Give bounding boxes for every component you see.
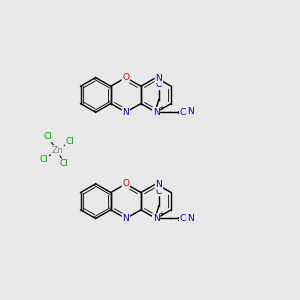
Text: N: N [153, 108, 159, 117]
Text: Cl: Cl [66, 137, 74, 146]
Text: N: N [187, 214, 194, 223]
Text: Cl: Cl [39, 154, 48, 164]
Text: Cl: Cl [60, 159, 69, 168]
Text: N: N [122, 214, 129, 223]
Text: C: C [156, 80, 162, 89]
Text: C: C [180, 108, 186, 117]
Text: N: N [155, 180, 162, 189]
Text: O: O [122, 73, 129, 82]
Text: N: N [122, 108, 129, 117]
Text: Zn: Zn [51, 146, 63, 155]
Text: +: + [158, 105, 164, 111]
Text: Cl: Cl [43, 132, 52, 141]
Text: N: N [187, 107, 194, 116]
Text: +: + [158, 211, 164, 217]
Text: N: N [155, 74, 162, 82]
Text: C: C [180, 214, 186, 223]
Text: O: O [122, 179, 129, 188]
Text: N: N [153, 214, 159, 223]
Text: C: C [156, 187, 162, 196]
